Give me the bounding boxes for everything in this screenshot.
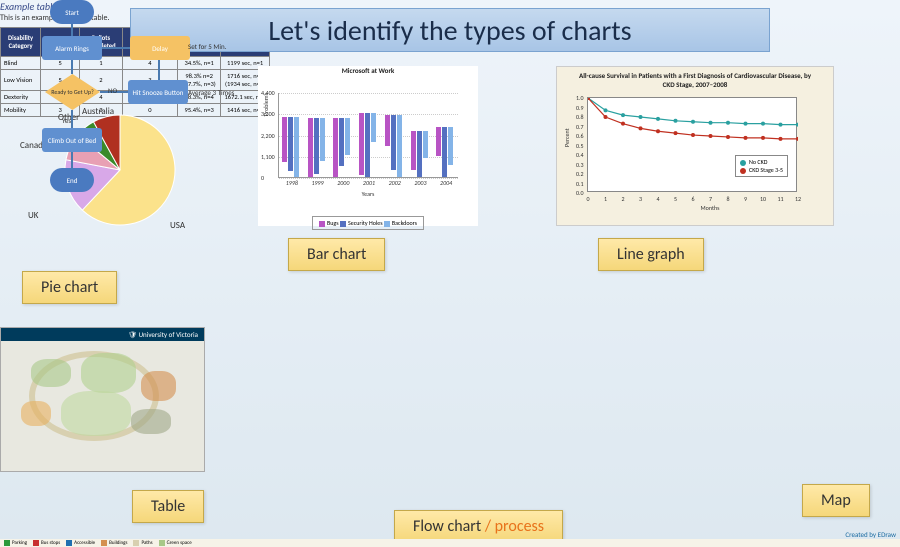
label-line: Line graph	[598, 238, 704, 271]
line-title: All-cause Survival in Patients with a Fi…	[557, 67, 833, 93]
flow-node-end: End	[50, 168, 94, 192]
map-thumbnail: 🛡 University of Victoria ParkingBus stop…	[0, 327, 205, 472]
flow-node-start: Start	[50, 0, 94, 24]
line-ylabel: Percent	[563, 128, 571, 147]
bar-legend: Bugs Security Holes Backdoors	[312, 216, 424, 230]
map-body	[1, 341, 204, 461]
flow-node-climb: Climb Out of Bed	[42, 128, 102, 152]
line-plot: No CKD CKD Stage 3-5 0.00.10.20.30.40.50…	[587, 97, 797, 192]
bar-xlabel: Years	[258, 190, 478, 198]
line-legend: No CKD CKD Stage 3-5	[735, 155, 788, 177]
page-title: Let's identify the types of charts	[268, 13, 631, 48]
line-xlabel: Months	[587, 204, 833, 212]
flow-annotation: Average 3 Times	[188, 88, 234, 97]
flow-annotation: Yes	[62, 116, 71, 125]
label-pie: Pie chart	[22, 271, 117, 304]
label-map: Map	[802, 484, 870, 517]
pie-slice-label: USA	[170, 220, 185, 231]
flow-node-ready: Ready to Get Up?	[45, 74, 100, 110]
pie-slice-label: UK	[28, 210, 38, 221]
flow-node-alarm: Alarm Rings	[42, 36, 102, 60]
flow-credit: Created by EDraw	[845, 530, 896, 539]
flow-annotation: Set for 5 Min.	[188, 42, 226, 51]
label-bar: Bar chart	[288, 238, 385, 271]
label-flow-text: Flow chart	[413, 517, 481, 536]
line-graph: All-cause Survival in Patients with a Fi…	[556, 66, 834, 226]
line-svg	[588, 98, 798, 193]
label-table: Table	[132, 490, 204, 523]
bar-plot: 01,1002,2003,3004,4001998199920002001200…	[278, 93, 458, 178]
map-header: 🛡 University of Victoria	[1, 328, 204, 341]
label-process: / process	[481, 517, 544, 536]
flow-annotation: NO	[108, 86, 117, 95]
bar-chart: Microsoft at Work Problems 01,1002,2003,…	[258, 66, 478, 226]
flow-node-snooze: Hit Snooze Button	[128, 80, 188, 104]
bar-title: Microsoft at Work	[258, 66, 478, 75]
map-header-text: University of Victoria	[139, 330, 198, 339]
flow-node-delay: Delay	[130, 36, 190, 60]
